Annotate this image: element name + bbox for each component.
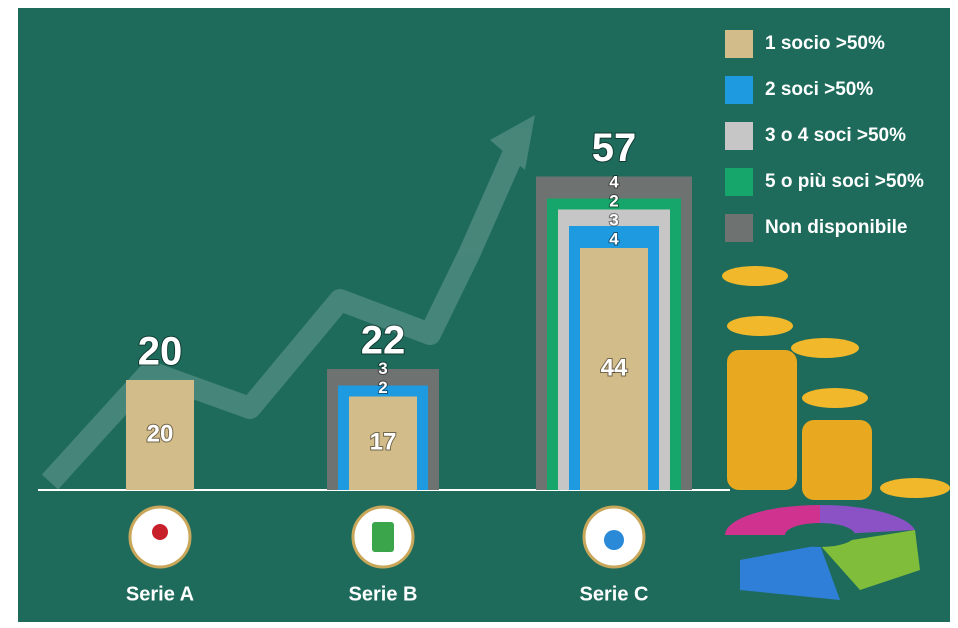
segment-label: 44 bbox=[601, 354, 628, 381]
legend-swatch bbox=[725, 168, 753, 196]
segment-label: 3 bbox=[609, 210, 618, 229]
legend-label: 2 soci >50% bbox=[765, 79, 873, 100]
total-label: 22 bbox=[361, 319, 406, 363]
segment-label: 17 bbox=[370, 429, 397, 456]
segment-label: 3 bbox=[378, 359, 387, 378]
legend-label: 3 o 4 soci >50% bbox=[765, 125, 906, 146]
legend-swatch bbox=[725, 30, 753, 58]
legend-swatch bbox=[725, 214, 753, 242]
legend-label: 1 socio >50% bbox=[765, 33, 885, 54]
legend-swatch bbox=[725, 76, 753, 104]
bar-segment bbox=[580, 248, 648, 490]
legend-label: Non disponibile bbox=[765, 217, 908, 238]
category-label: Serie A bbox=[126, 583, 194, 605]
total-label: 57 bbox=[592, 126, 637, 170]
segment-label: 4 bbox=[609, 172, 619, 191]
segment-label: 4 bbox=[609, 229, 619, 248]
segment-label: 20 bbox=[147, 420, 174, 447]
segment-label: 2 bbox=[378, 378, 387, 397]
category-label: Serie C bbox=[580, 583, 649, 605]
segment-label: 2 bbox=[609, 191, 618, 210]
coins-decoration bbox=[722, 266, 950, 500]
legend-label: 5 o più soci >50% bbox=[765, 171, 924, 192]
legend-swatch bbox=[725, 122, 753, 150]
bar-segment bbox=[349, 396, 417, 490]
trend-arrow bbox=[41, 115, 535, 490]
pie-decoration bbox=[725, 504, 920, 600]
bar-segment bbox=[126, 380, 194, 490]
total-label: 20 bbox=[138, 330, 183, 374]
category-label: Serie B bbox=[349, 583, 418, 605]
logos bbox=[128, 505, 646, 569]
